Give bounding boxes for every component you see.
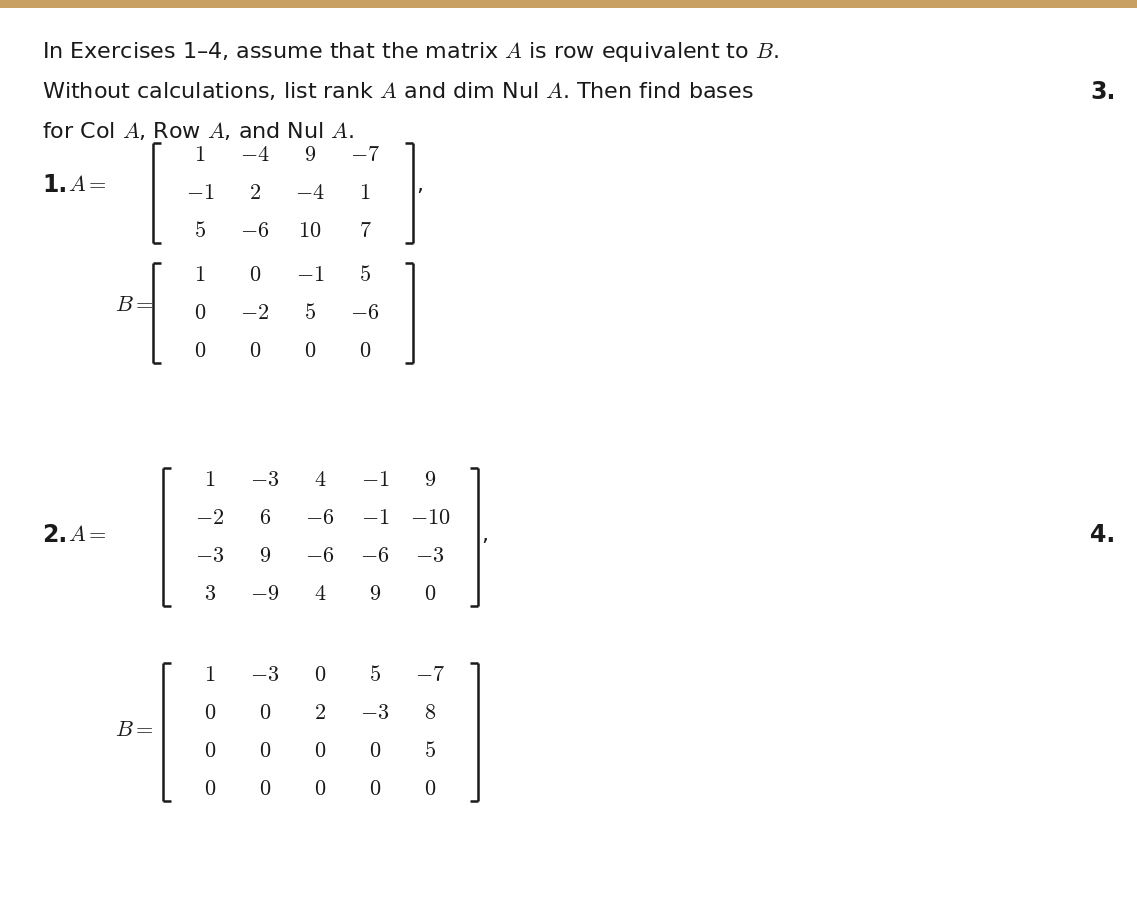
Text: $-3$: $-3$ [250,665,280,685]
Text: $-1$: $-1$ [296,265,324,285]
Text: $0$: $0$ [304,341,316,361]
Text: $3$: $3$ [204,584,216,604]
Text: $9$: $9$ [424,470,437,490]
Text: $0$: $0$ [194,303,206,323]
Text: $4$: $4$ [314,584,326,604]
Text: $1$: $1$ [205,470,216,490]
Text: $1$: $1$ [194,145,206,165]
Text: $0$: $0$ [314,665,326,685]
Text: $0$: $0$ [314,779,326,799]
Text: $0$: $0$ [249,341,262,361]
Text: $0$: $0$ [249,265,262,285]
Text: $9$: $9$ [368,584,381,604]
Text: $10$: $10$ [298,221,322,241]
Text: $-4$: $-4$ [240,145,269,165]
Text: $5$: $5$ [359,265,371,285]
Text: 2.: 2. [42,523,67,547]
Text: $0$: $0$ [368,741,381,761]
Text: $-1$: $-1$ [360,470,389,490]
Text: $9$: $9$ [304,145,316,165]
Text: for Col $A$, Row $A$, and Nul $A$.: for Col $A$, Row $A$, and Nul $A$. [42,120,355,142]
Text: $-6$: $-6$ [360,546,390,566]
Text: $1$: $1$ [205,665,216,685]
Text: $1$: $1$ [359,183,371,203]
Text: $0$: $0$ [424,779,437,799]
Text: ,: , [481,525,489,545]
Text: $0$: $0$ [424,584,437,604]
Text: $-3$: $-3$ [196,546,225,566]
Text: $-7$: $-7$ [415,665,445,685]
Text: $9$: $9$ [259,546,271,566]
Text: $-2$: $-2$ [240,303,269,323]
Text: $-2$: $-2$ [196,508,225,528]
Text: $1$: $1$ [194,265,206,285]
Text: $B=$: $B=$ [115,295,153,315]
Text: $2$: $2$ [314,703,326,723]
Text: $-3$: $-3$ [415,546,445,566]
Text: $0$: $0$ [259,741,271,761]
Text: $B=$: $B=$ [115,720,153,740]
Text: $A=$: $A=$ [68,525,107,545]
Text: $7$: $7$ [358,221,372,241]
Text: $8$: $8$ [424,703,437,723]
Text: $-3$: $-3$ [250,470,280,490]
Text: $-6$: $-6$ [350,303,380,323]
Text: ,: , [416,175,423,195]
Text: $-1$: $-1$ [185,183,215,203]
Text: 3.: 3. [1090,80,1115,104]
Text: 1.: 1. [42,173,67,197]
Text: $5$: $5$ [304,303,316,323]
Bar [0,0,1137,8]
Text: $-1$: $-1$ [360,508,389,528]
Text: $0$: $0$ [194,341,206,361]
Text: $5$: $5$ [370,665,381,685]
Text: $0$: $0$ [204,703,216,723]
Text: $-7$: $-7$ [350,145,380,165]
Text: $5$: $5$ [424,741,435,761]
Text: $0$: $0$ [259,703,271,723]
Text: $0$: $0$ [204,741,216,761]
Text: Without calculations, list rank $A$ and dim Nul $A$. Then find bases: Without calculations, list rank $A$ and … [42,80,754,102]
Text: $-9$: $-9$ [250,584,280,604]
Text: $-10$: $-10$ [409,508,450,528]
Text: $-6$: $-6$ [240,221,269,241]
Text: $2$: $2$ [249,183,262,203]
Text: 4.: 4. [1090,523,1115,547]
Text: $-4$: $-4$ [296,183,325,203]
Text: $5$: $5$ [194,221,206,241]
Text: $-6$: $-6$ [306,508,334,528]
Text: $4$: $4$ [314,470,326,490]
Text: $0$: $0$ [259,779,271,799]
Text: $0$: $0$ [314,741,326,761]
Text: $0$: $0$ [368,779,381,799]
Text: $6$: $6$ [259,508,271,528]
Text: $-6$: $-6$ [306,546,334,566]
Text: $-3$: $-3$ [360,703,390,723]
Text: $0$: $0$ [204,779,216,799]
Text: In Exercises 1–4, assume that the matrix $A$ is row equivalent to $B$.: In Exercises 1–4, assume that the matrix… [42,40,779,64]
Text: $0$: $0$ [359,341,371,361]
Text: $A=$: $A=$ [68,175,107,195]
